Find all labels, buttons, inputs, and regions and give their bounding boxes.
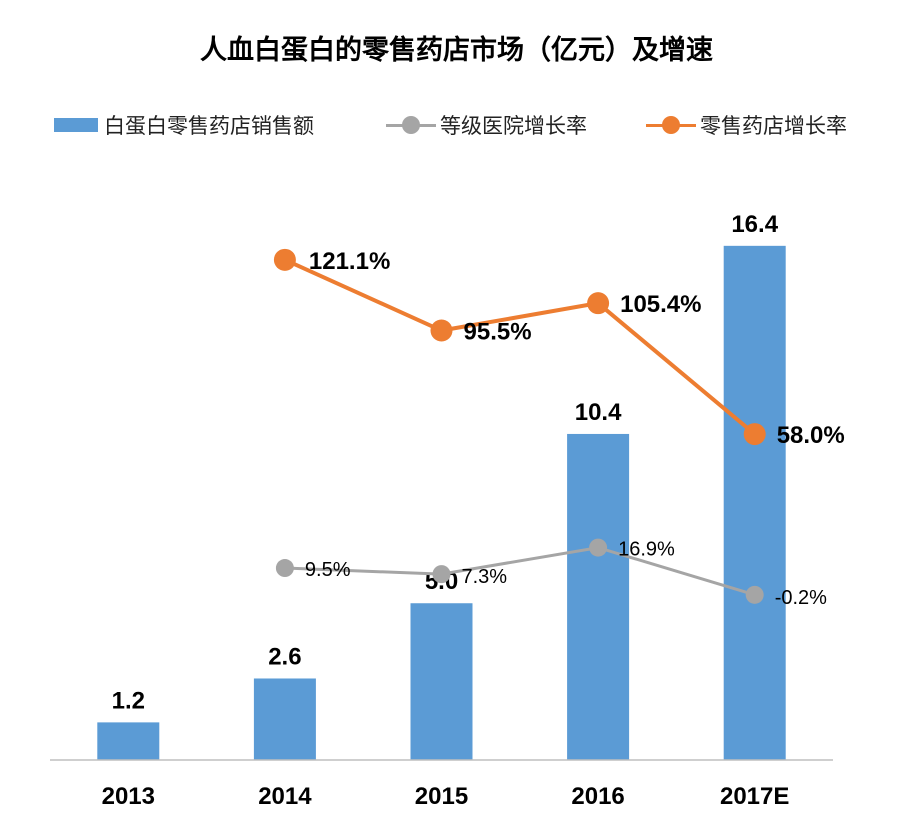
hospital-growth-point <box>275 559 294 578</box>
hospital-growth-line <box>284 546 756 597</box>
chart-title: 人血白蛋白的零售药店市场（亿元）及增速 <box>200 35 713 66</box>
bar-2016 <box>567 433 630 760</box>
x-tick-label: 2013 <box>102 783 155 810</box>
retail-growth-point <box>273 248 296 271</box>
hospital-growth-data-label: -0.2% <box>775 587 827 609</box>
retail-growth-point <box>430 319 453 342</box>
legend-label: 等级医院增长率 <box>440 114 587 138</box>
bar-value-label: 2.6 <box>268 643 301 670</box>
legend-item-retail-sales: 白蛋白零售药店销售额 <box>54 108 314 142</box>
retail-growth-data-label: 95.5% <box>464 319 532 346</box>
retail-growth-data-label: 58.0% <box>777 422 845 449</box>
legend: 白蛋白零售药店销售额 等级医院增长率 零售药店增长率 <box>0 108 913 142</box>
bar-value-label: 16.4 <box>731 211 778 238</box>
legend-label: 白蛋白零售药店销售额 <box>104 114 314 138</box>
hospital-growth-data-label: 9.5% <box>305 559 351 581</box>
bar-2013 <box>97 722 160 760</box>
bar-value-label: 10.4 <box>575 399 622 426</box>
retail-growth-data-label: 105.4% <box>620 291 701 318</box>
legend-swatch-bar <box>54 118 98 132</box>
retail-growth-point <box>587 292 610 315</box>
legend-label: 零售药店增长率 <box>700 114 847 138</box>
legend-item-hospital-growth: 等级医院增长率 <box>386 108 587 142</box>
legend-swatch-line <box>386 108 436 142</box>
retail-growth-data-label: 121.1% <box>309 248 390 275</box>
hospital-growth-point <box>589 538 608 557</box>
hospital-growth-point <box>432 565 451 584</box>
retail-growth-line <box>284 257 756 436</box>
bar-2015 <box>410 603 473 760</box>
bar-2017E <box>723 245 786 761</box>
legend-swatch-line <box>646 108 696 142</box>
legend-item-retail-growth: 零售药店增长率 <box>646 108 847 142</box>
x-tick-label: 2015 <box>415 783 468 810</box>
retail-growth-point <box>743 423 766 446</box>
hospital-growth-data-label: 7.3% <box>462 566 508 588</box>
hospital-growth-data-label: 16.9% <box>618 539 675 561</box>
x-tick-label: 2017E <box>720 783 789 810</box>
x-tick-label: 2016 <box>571 783 624 810</box>
hospital-growth-point <box>745 585 764 604</box>
bar-2014 <box>253 678 316 760</box>
x-tick-label: 2014 <box>258 783 312 810</box>
bar-value-label: 1.2 <box>112 687 145 714</box>
